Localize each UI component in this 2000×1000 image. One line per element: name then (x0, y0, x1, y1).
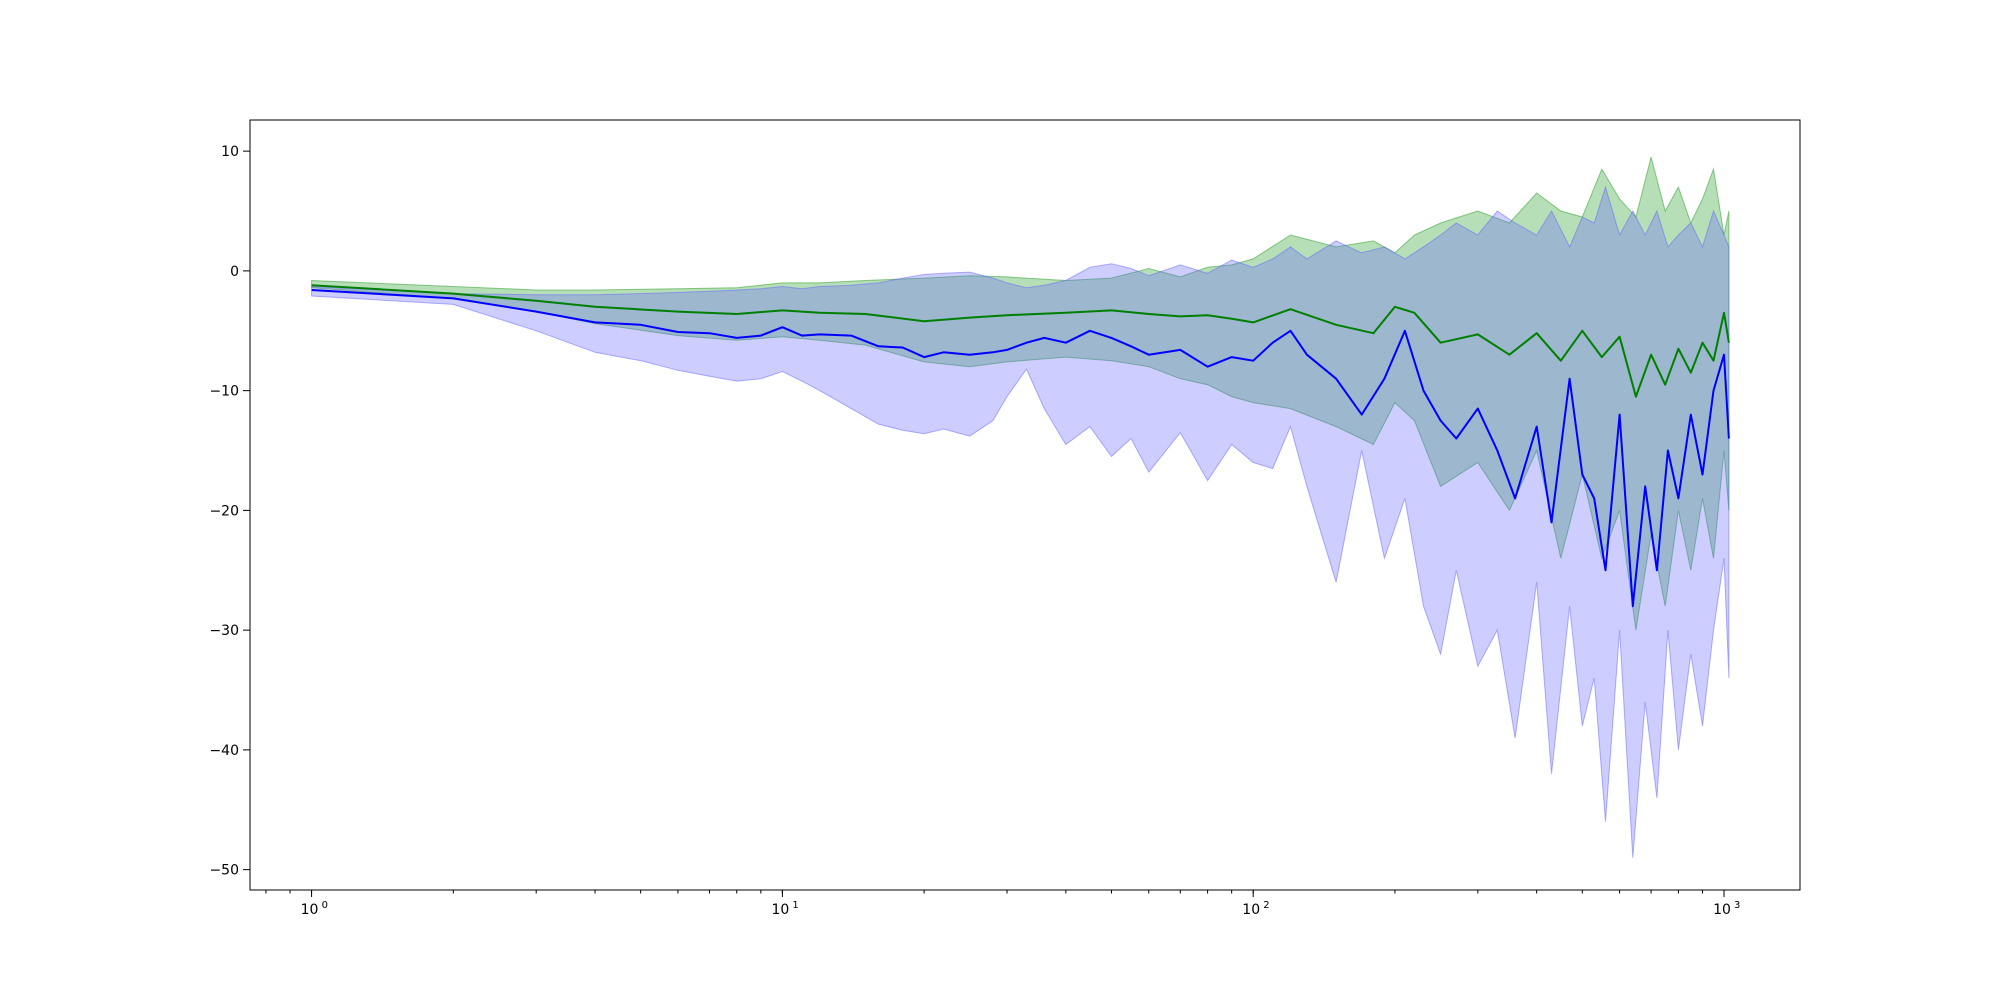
series-1-line (311, 289, 1730, 608)
x-tick-label: 10 (771, 902, 789, 918)
x-tick-label: 10 (1242, 902, 1260, 918)
confidence-bands (311, 156, 1730, 858)
y-tick-label: −50 (209, 863, 239, 879)
x-tick-label: 10 (301, 902, 319, 918)
y-tick-label: −40 (209, 743, 239, 759)
x-tick-exponent: 3 (1734, 900, 1740, 911)
x-tick-exponent: 2 (1263, 900, 1269, 911)
series-0-line (311, 284, 1730, 398)
series-1-band (311, 185, 1730, 858)
x-axis: 10 0 10 1 10 2 10 3 (265, 890, 1740, 918)
y-tick-label: 10 (221, 144, 239, 160)
y-tick-label: −10 (209, 384, 239, 400)
y-tick-label: −20 (209, 503, 239, 519)
plot-frame (249, 119, 1801, 891)
x-tick-exponent: 1 (792, 900, 798, 911)
y-tick-label: −30 (209, 623, 239, 639)
y-axis: 10 0 −10 −20 −30 −40 −50 (209, 144, 250, 879)
x-tick-exponent: 0 (322, 900, 328, 911)
series-lines (311, 284, 1730, 608)
y-tick-label: 0 (230, 264, 239, 280)
x-tick-label: 10 (1713, 902, 1731, 918)
